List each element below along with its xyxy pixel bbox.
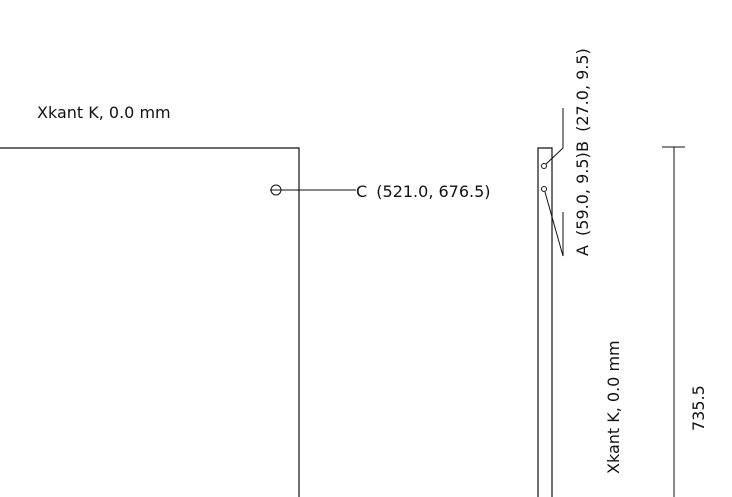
hole-a-coords: (59.0, 9.5) <box>573 152 592 236</box>
hole-c-label: C (521.0, 676.5) <box>356 182 491 201</box>
hole-b-coords: (27.0, 9.5) <box>573 48 592 132</box>
hole-a-label: A (59.0, 9.5) <box>573 152 592 256</box>
side-edge-label: Xkant K, 0.0 mm <box>604 340 623 474</box>
hole-b-name: B <box>573 141 592 152</box>
hole-b-marker[interactable] <box>541 163 547 169</box>
front-edge-label: Xkant K, 0.0 mm <box>37 103 171 122</box>
height-dimension-label-group: 735.5 <box>689 385 708 431</box>
hole-b-label: B (27.0, 9.5) <box>573 48 592 152</box>
hole-a-name: A <box>573 245 592 256</box>
hole-a-marker[interactable] <box>541 186 547 192</box>
side-view-panel-outline <box>537 147 553 497</box>
svg-text:B (27.0, 9.5): B (27.0, 9.5) <box>573 48 592 152</box>
svg-text:A (59.0, 9.5): A (59.0, 9.5) <box>573 152 592 256</box>
front-view-panel-outline <box>0 147 300 497</box>
hole-c-name: C <box>356 182 367 201</box>
side-edge-label-group: Xkant K, 0.0 mm <box>604 340 623 474</box>
hole-a-leader-line <box>544 191 564 257</box>
height-dimension-label: 735.5 <box>689 385 708 431</box>
hole-c-coords: (521.0, 676.5) <box>376 182 490 201</box>
hole-b-leader-line <box>545 108 564 165</box>
svg-text:C (521.0, 676.5): C (521.0, 676.5) <box>356 182 491 201</box>
